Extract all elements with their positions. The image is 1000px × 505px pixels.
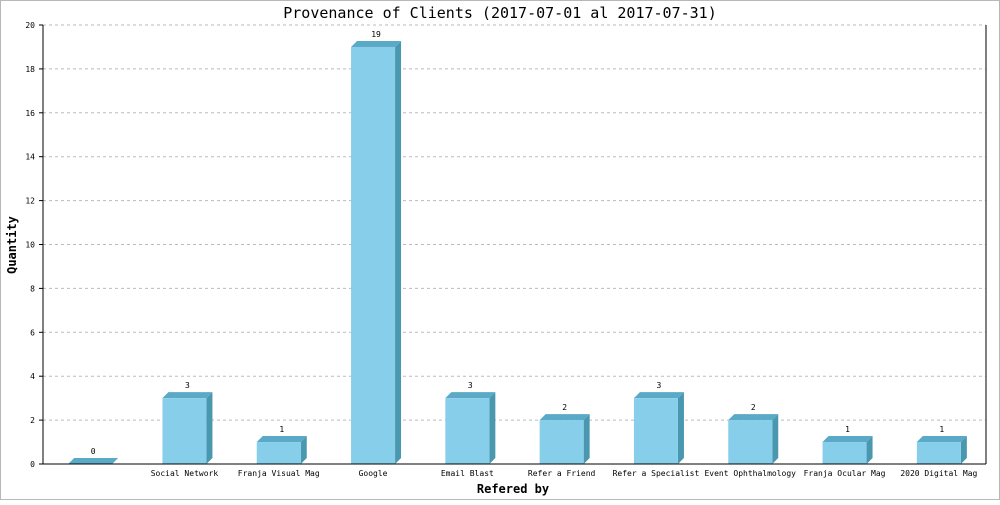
bar-side: [772, 414, 779, 464]
bar-1: [68, 458, 119, 464]
bar-side: [583, 414, 590, 464]
bar-top: [445, 392, 496, 399]
x-tick-label: Franja Visual Mag: [238, 469, 320, 478]
bar-front: [916, 442, 961, 464]
bar-2: [162, 392, 213, 464]
bar-top: [539, 414, 590, 421]
bar-side: [300, 436, 307, 464]
bar-3: [256, 436, 307, 464]
bar-side: [960, 436, 967, 464]
bar-top: [351, 40, 402, 47]
bar-side: [677, 392, 684, 464]
y-tick-label: 20: [25, 21, 35, 30]
bar-front: [822, 442, 867, 464]
axes: [39, 24, 987, 465]
bar-value-label: 1: [279, 425, 284, 434]
bar-side: [866, 436, 873, 464]
bar-value-label: 3: [468, 381, 473, 390]
x-tick-label: Refer a Friend: [528, 469, 596, 478]
bar-top: [162, 392, 213, 399]
bar-top: [256, 436, 307, 443]
chart-title: Provenance of Clients (2017-07-01 al 201…: [283, 4, 716, 22]
bar-top: [633, 392, 684, 399]
bar-front: [539, 420, 584, 464]
bar-10: [916, 436, 967, 464]
bar-side: [395, 40, 402, 464]
x-tick-label: Franja Ocular Mag: [804, 469, 886, 478]
y-tick-label: 6: [30, 328, 35, 337]
bar-side: [489, 392, 496, 464]
bar-top: [68, 458, 119, 464]
x-axis-label: Refered by: [477, 482, 549, 496]
bar-7: [633, 392, 684, 464]
bar-9: [822, 436, 873, 464]
x-tick-label: Social Network: [151, 469, 219, 478]
x-tick-label: Refer a Specialist: [613, 469, 700, 478]
bar-side: [206, 392, 213, 464]
bar-6: [539, 414, 590, 464]
x-tick-label: Email Blast: [441, 469, 494, 478]
bar-5: [445, 392, 496, 464]
bar-value-label: 3: [185, 381, 190, 390]
bar-front: [445, 398, 490, 464]
y-tick-label: 4: [30, 372, 35, 381]
bar-8: [728, 414, 779, 464]
y-tick-label: 8: [30, 284, 35, 293]
y-tick-label: 18: [25, 65, 35, 74]
bar-front: [633, 398, 678, 464]
y-tick-label: 12: [25, 197, 35, 206]
bar-value-label: 3: [657, 381, 662, 390]
x-tick-label: 2020 Digital Mag: [900, 469, 977, 478]
bar-front: [728, 420, 773, 464]
bar-top: [728, 414, 779, 421]
y-tick-label: 0: [30, 460, 35, 469]
y-axis-label: Quantity: [5, 216, 19, 274]
bar-4: [351, 40, 402, 464]
bar-top: [822, 436, 873, 443]
x-tick-label: Google: [359, 469, 388, 478]
bar-top: [916, 436, 967, 443]
bar-value-label: 2: [751, 403, 756, 412]
bar-value-label: 19: [371, 30, 381, 39]
bar-value-label: 1: [939, 425, 944, 434]
bar-value-label: 2: [562, 403, 567, 412]
y-tick-label: 14: [25, 153, 35, 162]
bar-value-label: 0: [91, 447, 96, 456]
y-tick-label: 10: [25, 241, 35, 250]
y-tick-label: 2: [30, 416, 35, 425]
bar-front: [351, 46, 396, 464]
x-tick-label: Event Ophthalmology: [704, 469, 796, 478]
bar-front: [162, 398, 207, 464]
bar-value-label: 1: [845, 425, 850, 434]
y-tick-label: 16: [25, 109, 35, 118]
bars: [68, 40, 967, 464]
bar-front: [256, 442, 301, 464]
